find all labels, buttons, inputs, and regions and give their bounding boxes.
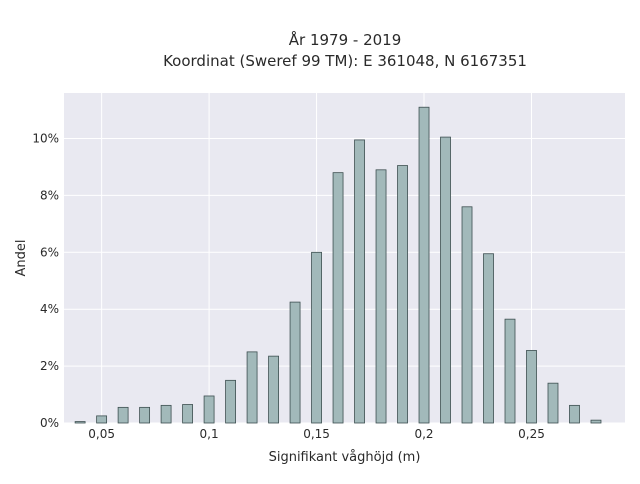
bar	[590, 419, 602, 424]
bar	[461, 206, 473, 424]
chart-title: År 1979 - 2019	[289, 30, 402, 49]
y-tick-label: 0%	[40, 416, 59, 430]
bar	[375, 169, 387, 424]
x-tick-label: 0,05	[88, 427, 115, 441]
bar	[332, 172, 344, 424]
bar	[289, 301, 301, 424]
x-tick-label: 0,1	[200, 427, 219, 441]
bar	[225, 379, 236, 424]
x-tick-label: 0,2	[414, 427, 433, 441]
y-axis-label: Andel	[14, 240, 29, 277]
y-tick-label: 8%	[40, 188, 59, 202]
bar	[569, 404, 580, 424]
bar	[160, 404, 172, 424]
bar	[311, 251, 322, 424]
plot-area	[64, 93, 625, 423]
bar	[526, 350, 537, 424]
bar	[74, 421, 86, 424]
grid	[64, 93, 625, 424]
bar	[268, 355, 279, 424]
bar	[418, 106, 430, 424]
bar	[203, 395, 215, 424]
x-tick-label: 0,25	[518, 427, 545, 441]
bar	[117, 406, 129, 424]
tick-labels: 0,05 0,1 0,15 0,2 0,25 0% 2% 4% 6% 8% 10%	[32, 132, 545, 441]
x-tick-label: 0,15	[303, 427, 330, 441]
bar	[354, 139, 365, 424]
bar	[504, 318, 516, 424]
bar	[483, 253, 494, 424]
bar	[139, 406, 151, 424]
bar	[440, 136, 451, 424]
y-tick-label: 10%	[32, 132, 59, 146]
bar	[397, 165, 408, 424]
y-tick-label: 2%	[40, 359, 59, 373]
bar	[96, 415, 108, 424]
x-axis-label: Signifikant våghöjd (m)	[269, 450, 421, 465]
bar	[547, 382, 559, 424]
y-tick-label: 6%	[40, 245, 59, 259]
bar	[246, 351, 258, 424]
bars	[74, 106, 602, 424]
chart-subtitle: Koordinat (Sweref 99 TM): E 361048, N 61…	[163, 52, 527, 70]
y-tick-label: 4%	[40, 302, 59, 316]
bar	[182, 404, 193, 424]
